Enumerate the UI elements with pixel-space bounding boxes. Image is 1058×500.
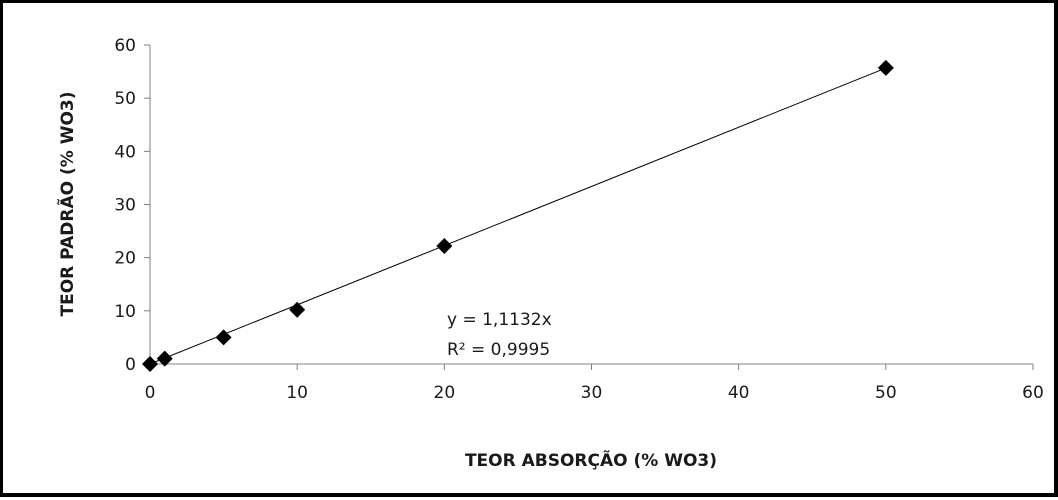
y-tick-label: 60 (114, 36, 136, 56)
y-tick-label: 0 (125, 355, 136, 375)
y-tick-label: 50 (114, 89, 136, 109)
data-point-diamond (289, 301, 306, 318)
x-tick-label: 60 (1022, 383, 1044, 403)
y-tick-label: 10 (114, 302, 136, 322)
trendline-layer (149, 67, 887, 365)
data-point-diamond (215, 329, 232, 346)
scatter-chart: 0 10 20 30 40 50 60 0 10 20 30 40 50 60 TEOR PADRÃO (… (55, 36, 1044, 471)
x-tick-label: 50 (875, 383, 897, 403)
axes (144, 44, 1034, 370)
x-axis-title: TEOR ABSORÇÃO (% WO3) (465, 448, 717, 471)
x-tick-label: 20 (434, 383, 456, 403)
y-tick-label: 40 (114, 142, 136, 162)
r-squared-label: R² = 0,9995 (447, 340, 550, 360)
x-tick-label: 10 (286, 383, 308, 403)
data-point-diamond (156, 350, 173, 367)
trendline (149, 67, 887, 365)
x-tick-label: 40 (728, 383, 750, 403)
trendline-equation: y = 1,1132x (447, 310, 552, 330)
data-point-diamond (142, 356, 158, 372)
tick-labels: 0 10 20 30 40 50 60 0 10 20 30 40 50 60 (114, 36, 1043, 403)
y-axis-title: TEOR PADRÃO (% WO3) (55, 92, 78, 317)
y-tick-label: 20 (114, 249, 136, 269)
data-point-diamond (436, 237, 453, 254)
y-tick-label: 30 (114, 196, 136, 216)
data-point-diamond (877, 59, 894, 76)
x-tick-label: 30 (581, 383, 603, 403)
x-tick-label: 0 (145, 383, 156, 403)
data-points (142, 59, 894, 372)
